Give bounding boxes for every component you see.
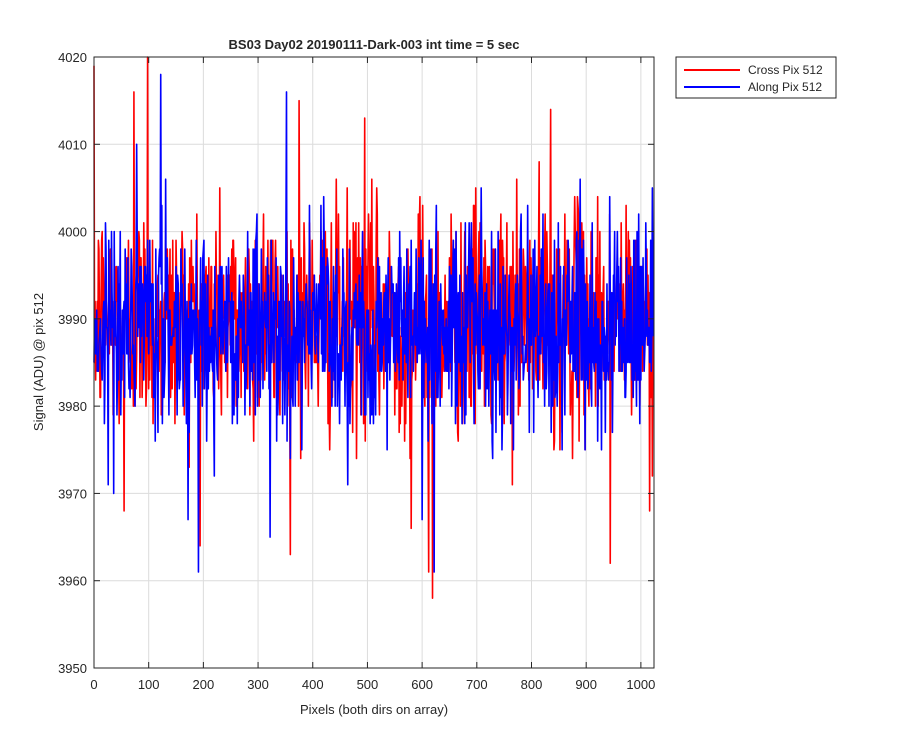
axis-ticks: 0 100 200 300 400 500 600 700 800 900 1000 3950 3960… bbox=[58, 50, 655, 692]
y-tick-label: 3960 bbox=[58, 574, 87, 589]
chart-title: BS03 Day02 20190111-Dark-003 int time = … bbox=[229, 37, 520, 52]
x-axis-label: Pixels (both dirs on array) bbox=[300, 702, 448, 717]
series-layer bbox=[93, 56, 655, 599]
x-tick-label: 100 bbox=[138, 677, 160, 692]
x-tick-label: 400 bbox=[302, 677, 324, 692]
x-tick-label: 1000 bbox=[626, 677, 655, 692]
x-tick-label: 200 bbox=[193, 677, 215, 692]
x-tick-label: 800 bbox=[521, 677, 543, 692]
legend-label-along: Along Pix 512 bbox=[748, 80, 822, 94]
x-tick-label: 700 bbox=[466, 677, 488, 692]
y-tick-label: 4000 bbox=[58, 225, 87, 240]
x-tick-label: 600 bbox=[411, 677, 433, 692]
y-tick-label: 3980 bbox=[58, 399, 87, 414]
y-tick-label: 3970 bbox=[58, 486, 87, 501]
y-tick-label: 3950 bbox=[58, 661, 87, 676]
x-tick-label: 500 bbox=[357, 677, 379, 692]
legend: Cross Pix 512 Along Pix 512 bbox=[675, 56, 837, 99]
axes-box bbox=[93, 56, 655, 669]
series-line-along bbox=[93, 73, 655, 573]
y-axis-label: Signal (ADU) @ pix 512 bbox=[31, 293, 46, 431]
x-tick-label: 300 bbox=[247, 677, 269, 692]
y-tick-label: 4010 bbox=[58, 137, 87, 152]
x-tick-label: 900 bbox=[575, 677, 597, 692]
y-tick-label: 4020 bbox=[58, 50, 87, 65]
legend-label-cross: Cross Pix 512 bbox=[748, 63, 823, 77]
y-tick-label: 3990 bbox=[58, 312, 87, 327]
legend-box bbox=[675, 56, 837, 99]
x-tick-label: 0 bbox=[90, 677, 97, 692]
